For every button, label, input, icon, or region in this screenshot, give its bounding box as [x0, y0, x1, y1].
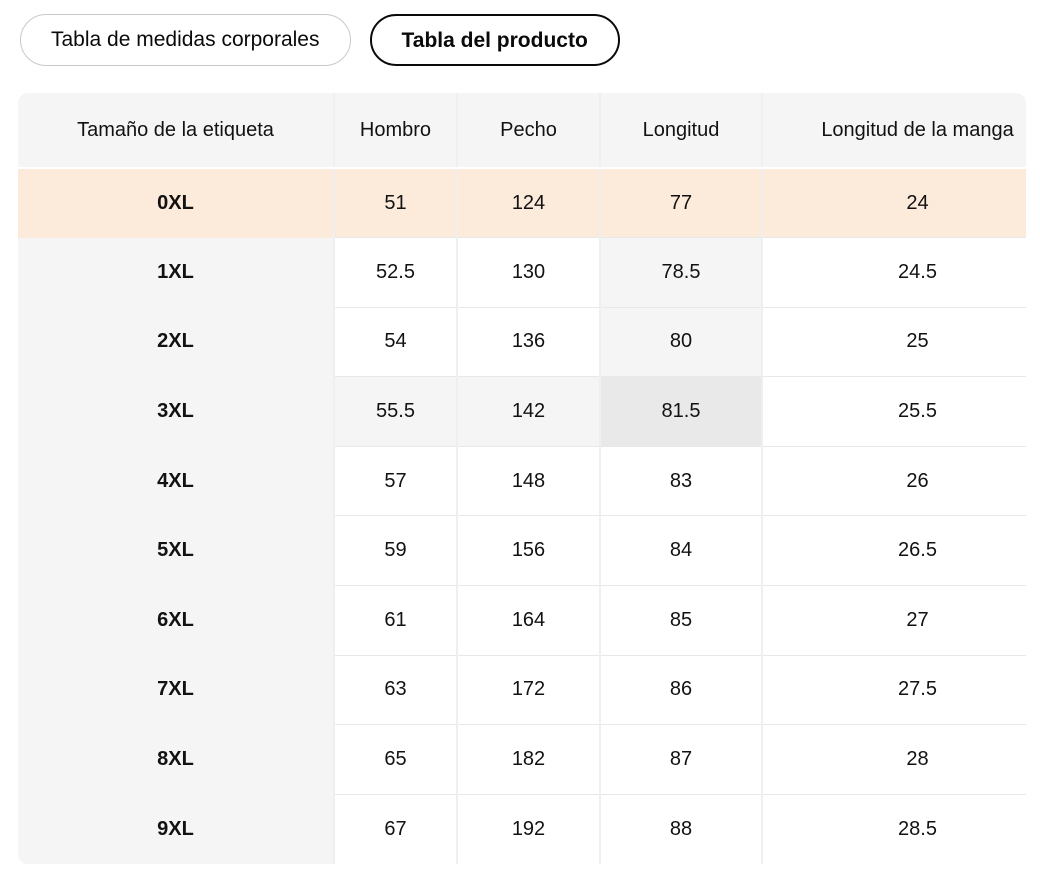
- measurement-cell[interactable]: 80: [599, 306, 762, 377]
- measurement-cell[interactable]: 77: [599, 167, 762, 238]
- measurement-cell[interactable]: 65: [333, 724, 457, 795]
- measurement-cell[interactable]: 24: [761, 167, 1026, 238]
- table-row-8xl: 8XL 65 182 87 28: [18, 724, 1026, 795]
- column-header-longitud-de-la-manga: Longitud de la manga: [761, 93, 1026, 169]
- measurement-cell[interactable]: 84: [599, 515, 762, 586]
- measurement-cell[interactable]: 28.5: [761, 793, 1026, 864]
- measurement-cell[interactable]: 130: [456, 237, 600, 308]
- header-row: Tamaño de la etiqueta Hombro Pecho Longitud…: [18, 93, 1026, 169]
- measurement-cell[interactable]: 192: [456, 793, 600, 864]
- size-label-cell[interactable]: 5XL: [18, 515, 334, 586]
- table-row-0xl: 0XL 51 124 77 24: [18, 167, 1026, 238]
- measurement-cell[interactable]: 85: [599, 585, 762, 656]
- table-row-4xl: 4XL 57 148 83 26: [18, 445, 1026, 516]
- measurement-cell[interactable]: 24.5: [761, 237, 1026, 308]
- table-row-3xl: 3XL 55.5 142 81.5 25.5: [18, 376, 1026, 447]
- column-header-size-label: Tamaño de la etiqueta: [18, 93, 334, 169]
- measurement-cell[interactable]: 83: [599, 445, 762, 516]
- measurement-cell[interactable]: 164: [456, 585, 600, 656]
- size-label-cell[interactable]: 2XL: [18, 307, 334, 377]
- table-row-5xl: 5XL 59 156 84 26.5: [18, 515, 1026, 586]
- measurement-cell[interactable]: 52.5: [333, 237, 457, 308]
- table-row-1xl: 1XL 52.5 130 78.5 24.5: [18, 237, 1026, 308]
- column-header-longitud: Longitud: [599, 93, 762, 169]
- table-row-6xl: 6XL 61 164 85 27: [18, 585, 1026, 656]
- measurement-cell[interactable]: 51: [333, 167, 457, 238]
- measurement-cell[interactable]: 59: [333, 515, 457, 586]
- measurement-cell[interactable]: 182: [456, 724, 600, 795]
- measurement-cell[interactable]: 78.5: [599, 237, 762, 308]
- size-label-cell[interactable]: 3XL: [18, 376, 334, 447]
- size-label-cell[interactable]: 9XL: [18, 794, 334, 864]
- size-label-cell[interactable]: 1XL: [18, 237, 334, 308]
- size-table: Tamaño de la etiqueta Hombro Pecho Longitud…: [18, 93, 1026, 864]
- tab-product-table[interactable]: Tabla del producto: [369, 14, 620, 66]
- size-chart-tab-bar: Tabla de medidas corporales Tabla del pr…: [0, 0, 1040, 66]
- measurement-cell[interactable]: 87: [599, 724, 762, 795]
- size-label-cell[interactable]: 6XL: [18, 585, 334, 656]
- measurement-cell[interactable]: 172: [456, 654, 600, 725]
- measurement-cell[interactable]: 136: [456, 306, 600, 377]
- size-label-cell[interactable]: 7XL: [18, 655, 334, 725]
- size-label-cell[interactable]: 8XL: [18, 724, 334, 795]
- measurement-cell[interactable]: 55.5: [333, 376, 457, 447]
- measurement-cell[interactable]: 27.5: [761, 654, 1026, 725]
- measurement-cell[interactable]: 57: [333, 445, 457, 516]
- size-label-cell[interactable]: 4XL: [18, 446, 334, 516]
- size-table-container[interactable]: Tamaño de la etiqueta Hombro Pecho Longitud…: [18, 93, 1026, 864]
- measurement-cell[interactable]: 25.5: [761, 376, 1026, 447]
- column-header-hombro: Hombro: [333, 93, 457, 169]
- table-row-9xl: 9XL 67 192 88 28.5: [18, 793, 1026, 864]
- table-row-2xl: 2XL 54 136 80 25: [18, 306, 1026, 377]
- measurement-cell[interactable]: 81.5: [599, 376, 762, 447]
- measurement-cell[interactable]: 54: [333, 306, 457, 377]
- table-row-7xl: 7XL 63 172 86 27.5: [18, 654, 1026, 725]
- measurement-cell[interactable]: 26.5: [761, 515, 1026, 586]
- column-header-pecho: Pecho: [456, 93, 600, 169]
- measurement-cell[interactable]: 86: [599, 654, 762, 725]
- measurement-cell[interactable]: 88: [599, 793, 762, 864]
- measurement-cell[interactable]: 67: [333, 793, 457, 864]
- size-label-cell[interactable]: 0XL: [18, 168, 334, 238]
- measurement-cell[interactable]: 142: [456, 376, 600, 447]
- tab-body-measurements[interactable]: Tabla de medidas corporales: [20, 14, 351, 66]
- measurement-cell[interactable]: 63: [333, 654, 457, 725]
- measurement-cell[interactable]: 26: [761, 445, 1026, 516]
- measurement-cell[interactable]: 124: [456, 167, 600, 238]
- measurement-cell[interactable]: 148: [456, 445, 600, 516]
- measurement-cell[interactable]: 27: [761, 585, 1026, 656]
- measurement-cell[interactable]: 61: [333, 585, 457, 656]
- measurement-cell[interactable]: 28: [761, 724, 1026, 795]
- measurement-cell[interactable]: 156: [456, 515, 600, 586]
- measurement-cell[interactable]: 25: [761, 306, 1026, 377]
